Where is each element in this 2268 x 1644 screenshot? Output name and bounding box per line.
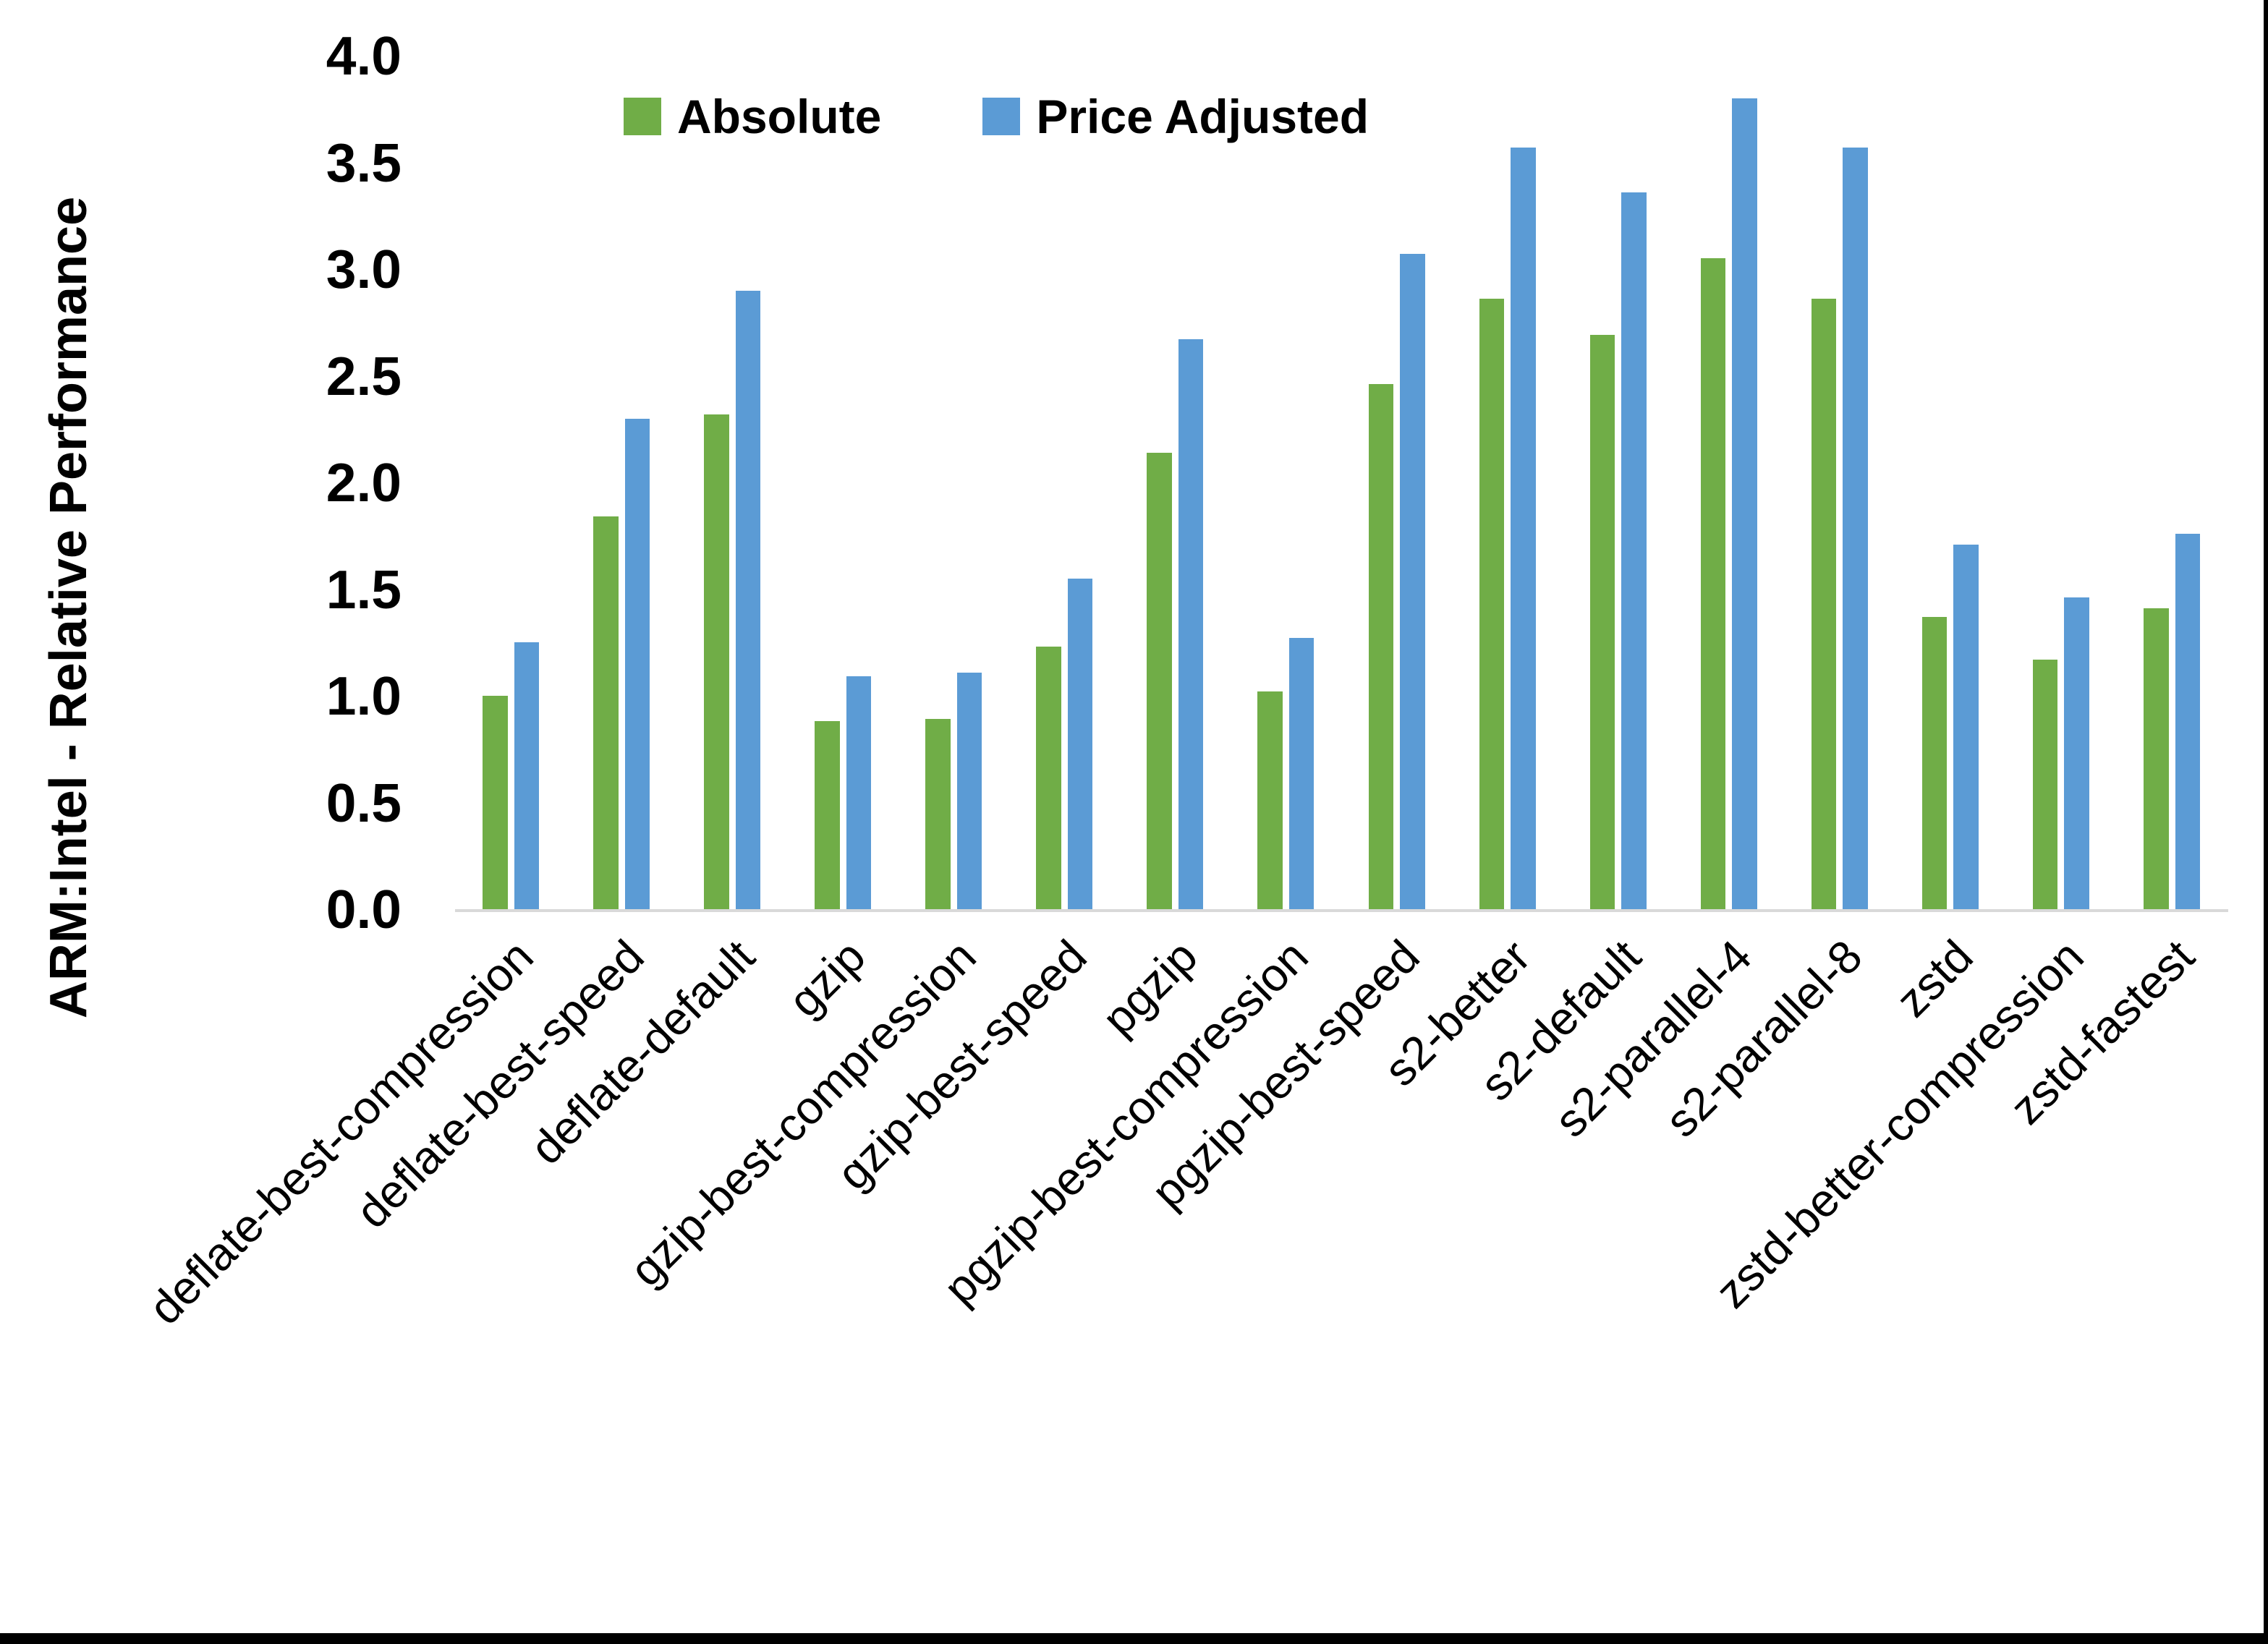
bar-s2-parallel-4-price-adjusted <box>1732 98 1757 909</box>
bar-gzip-best-speed-price-adjusted <box>1067 578 1093 909</box>
legend-swatch-icon <box>624 98 661 135</box>
bar-gzip-best-speed-absolute <box>1036 647 1061 909</box>
bar-s2-parallel-4-absolute <box>1700 258 1726 909</box>
bar-deflate-default-price-adjusted <box>735 290 761 909</box>
bar-deflate-best-speed-absolute <box>593 516 619 909</box>
bar-zstd-fastest-absolute <box>2144 608 2169 909</box>
legend-item-absolute: Absolute <box>624 93 881 140</box>
bar-zstd-fastest-price-adjusted <box>2175 533 2200 909</box>
bar-deflate-best-speed-price-adjusted <box>624 418 650 909</box>
bar-s2-default-absolute <box>1589 335 1615 909</box>
legend-item-price-adjusted: Price Adjusted <box>982 93 1369 140</box>
legend-swatch-icon <box>982 98 1021 135</box>
bar-pgzip-best-speed-absolute <box>1368 384 1394 909</box>
bar-pgzip-absolute <box>1147 452 1172 909</box>
bar-zstd-absolute <box>1921 616 1948 909</box>
y-tick-label: 1.0 <box>326 665 402 726</box>
bar-deflate-best-compression-price-adjusted <box>514 642 539 909</box>
bar-s2-parallel-8-price-adjusted <box>1843 147 1868 909</box>
bar-s2-default-price-adjusted <box>1621 192 1647 909</box>
bar-s2-better-absolute <box>1479 299 1505 909</box>
y-tick-label: 0.5 <box>326 772 402 833</box>
y-tick-label: 1.5 <box>326 558 402 620</box>
bar-gzip-best-compression-absolute <box>925 719 951 909</box>
bar-gzip-absolute <box>815 721 840 909</box>
bar-deflate-default-absolute <box>704 414 729 909</box>
legend-label: Price Adjusted <box>1036 90 1369 143</box>
bar-zstd-better-compression-absolute <box>2032 659 2058 909</box>
bar-s2-better-price-adjusted <box>1511 147 1536 909</box>
bar-pgzip-best-compression-absolute <box>1257 691 1283 909</box>
bar-pgzip-best-compression-price-adjusted <box>1288 638 1314 909</box>
bar-s2-parallel-8-absolute <box>1811 299 1837 909</box>
bar-gzip-best-compression-price-adjusted <box>956 672 982 909</box>
bar-zstd-better-compression-price-adjusted <box>2064 597 2089 909</box>
bar-pgzip-price-adjusted <box>1178 339 1204 909</box>
y-tick-label: 0.0 <box>326 879 402 940</box>
x-axis-line <box>455 909 2228 912</box>
bar-gzip-price-adjusted <box>846 676 872 909</box>
legend-label: Absolute <box>677 90 882 143</box>
y-tick-label: 2.5 <box>326 345 402 406</box>
bar-pgzip-best-speed-price-adjusted <box>1400 254 1425 909</box>
y-tick-label: 3.0 <box>326 239 402 299</box>
y-tick-label: 4.0 <box>326 25 402 86</box>
legend: Absolute Price Adjusted <box>624 93 1369 140</box>
bar-zstd-price-adjusted <box>1953 544 1979 909</box>
y-tick-label: 3.5 <box>326 132 402 193</box>
y-tick-label: 2.0 <box>326 452 402 513</box>
bar-deflate-best-compression-absolute <box>483 696 508 909</box>
